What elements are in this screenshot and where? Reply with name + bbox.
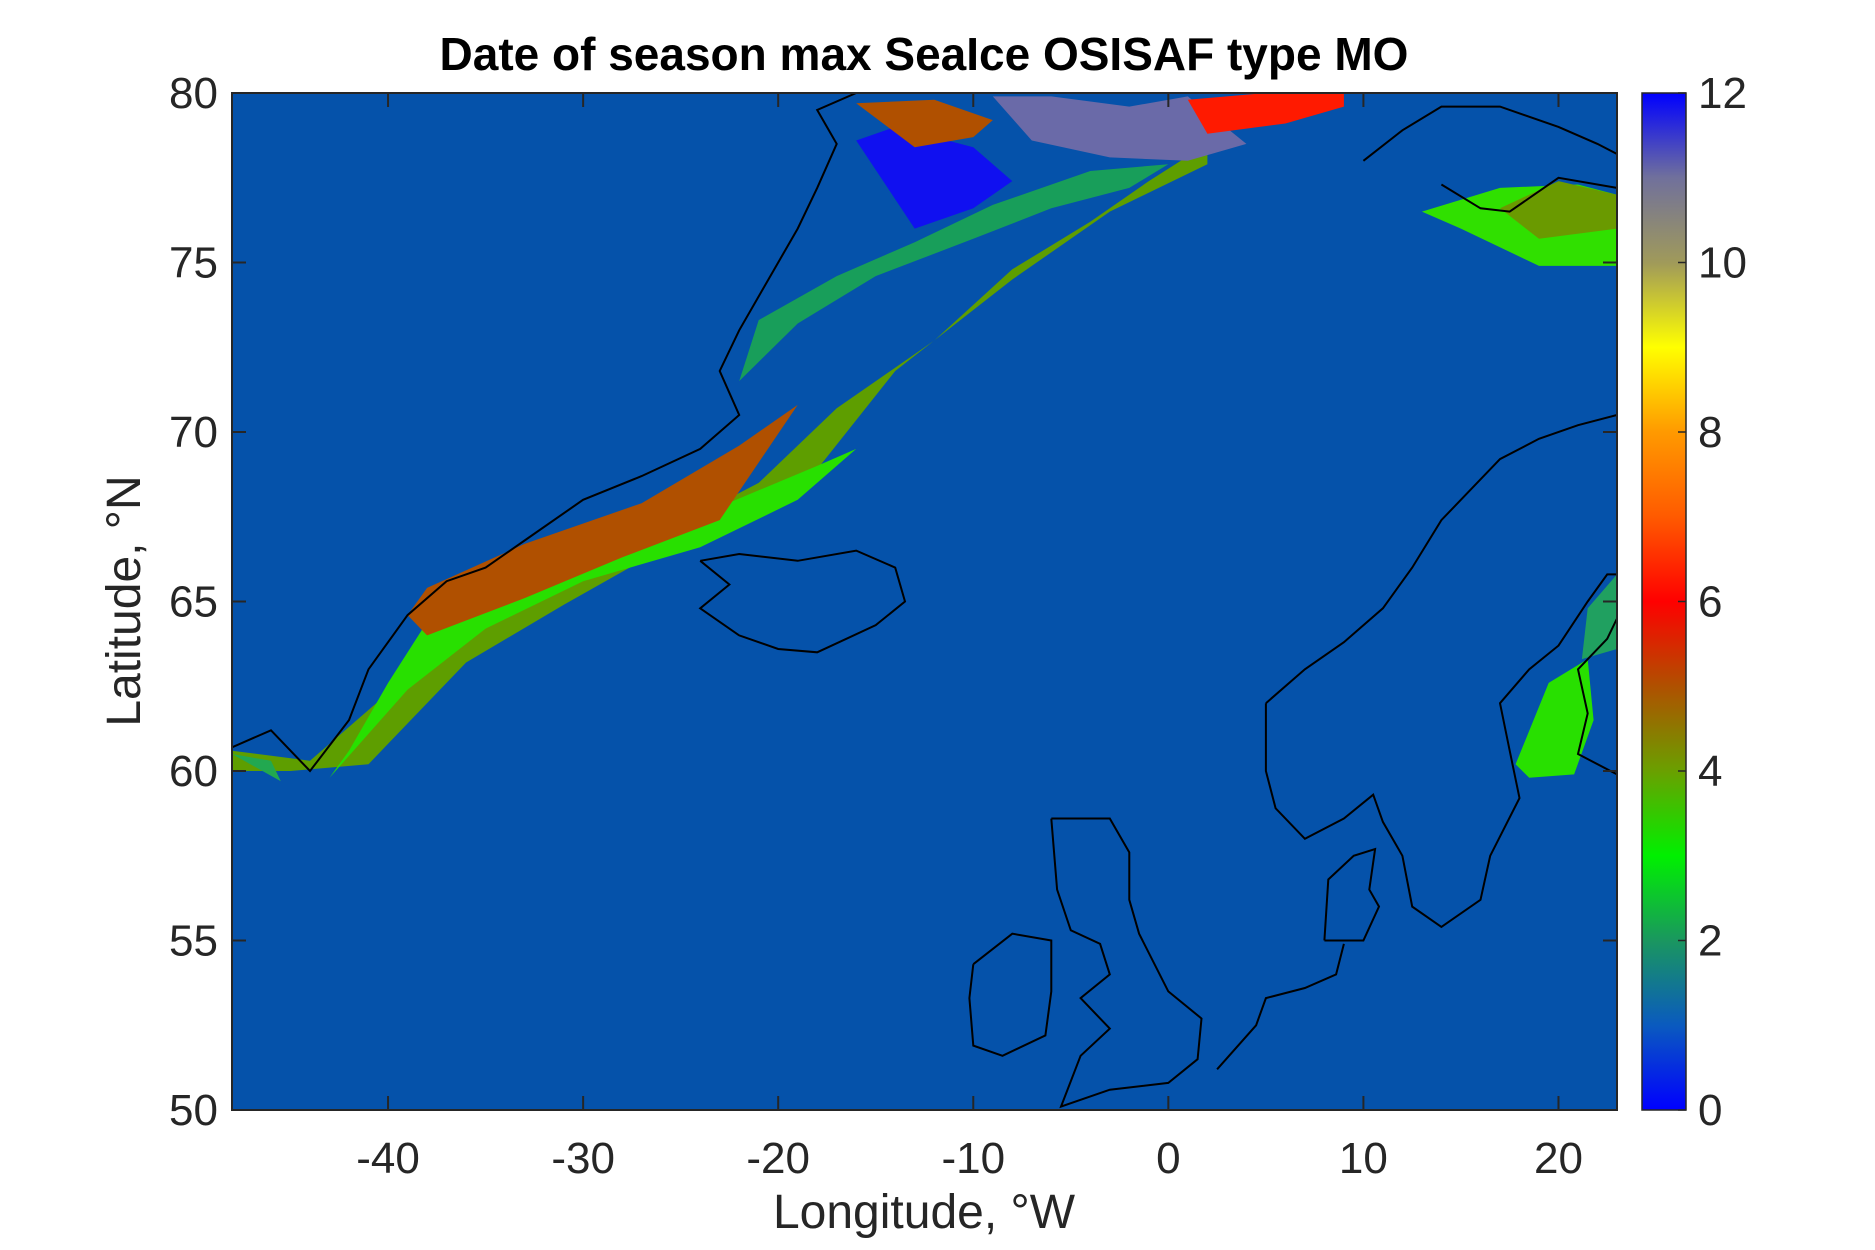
region-1 bbox=[329, 448, 857, 778]
colorbar: 0 2 4 6 8 10 12 bbox=[1641, 69, 1747, 1135]
coastline-10 bbox=[1440, 176, 1617, 213]
x-tick-label: 20 bbox=[1534, 1134, 1583, 1183]
region-2 bbox=[407, 404, 798, 636]
y-tick-label: 50 bbox=[169, 1086, 218, 1135]
region-6 bbox=[856, 99, 993, 148]
x-tick-label: 0 bbox=[1156, 1134, 1180, 1183]
colorbar-tick-label: 2 bbox=[1698, 917, 1722, 966]
colorbar-tick-label: 0 bbox=[1698, 1086, 1722, 1135]
coastline-8 bbox=[1576, 618, 1617, 776]
region-10 bbox=[1515, 659, 1594, 778]
coastline-9 bbox=[1362, 105, 1617, 162]
chart-title: Date of season max SeaIce OSISAF type MO bbox=[440, 28, 1409, 80]
y-tick-label: 65 bbox=[169, 578, 218, 627]
y-tick-label: 60 bbox=[169, 747, 218, 796]
coastline-6 bbox=[1323, 847, 1381, 942]
colorbar-tick-label: 8 bbox=[1698, 408, 1722, 457]
coastline-4 bbox=[1264, 573, 1617, 929]
x-tick-label: -40 bbox=[356, 1134, 420, 1183]
colorbar-tick-label: 10 bbox=[1698, 239, 1747, 288]
region-12 bbox=[232, 754, 281, 782]
x-axis-label: Longitude, °W bbox=[773, 1186, 1076, 1239]
coastline-3 bbox=[968, 932, 1053, 1057]
plot-area bbox=[231, 92, 1618, 1111]
y-axis: 50 55 60 65 70 75 80 bbox=[169, 69, 1617, 1135]
coastline-5 bbox=[1265, 414, 1617, 704]
colorbar-tick-label: 12 bbox=[1698, 69, 1747, 118]
x-tick-label: 10 bbox=[1339, 1134, 1388, 1183]
region-3 bbox=[739, 164, 1169, 382]
region-9 bbox=[1500, 181, 1617, 239]
sea-ice-regions bbox=[232, 93, 1617, 782]
x-tick-label: -10 bbox=[941, 1134, 1005, 1183]
region-7 bbox=[1187, 93, 1344, 134]
y-tick-label: 55 bbox=[169, 917, 218, 966]
coastline-7 bbox=[1216, 943, 1345, 1070]
coastline-0 bbox=[232, 93, 857, 773]
colorbar-tick-label: 4 bbox=[1698, 747, 1722, 796]
y-axis-label: Latitude, °N bbox=[98, 475, 151, 726]
region-4 bbox=[856, 126, 1013, 229]
coastline-1 bbox=[698, 549, 907, 654]
colorbar-tick-label: 6 bbox=[1698, 578, 1722, 627]
y-tick-label: 80 bbox=[169, 69, 218, 118]
region-5 bbox=[992, 96, 1247, 161]
x-tick-label: -20 bbox=[746, 1134, 810, 1183]
x-axis: -40 -30 -20 -10 0 10 20 bbox=[356, 93, 1583, 1183]
y-tick-label: 75 bbox=[169, 239, 218, 288]
y-tick-label: 70 bbox=[169, 408, 218, 457]
colorbar-ticks: 0 2 4 6 8 10 12 bbox=[1678, 69, 1747, 1135]
coastlines bbox=[232, 93, 1617, 1109]
coastline-2 bbox=[1050, 817, 1203, 1109]
x-tick-label: -30 bbox=[551, 1134, 615, 1183]
